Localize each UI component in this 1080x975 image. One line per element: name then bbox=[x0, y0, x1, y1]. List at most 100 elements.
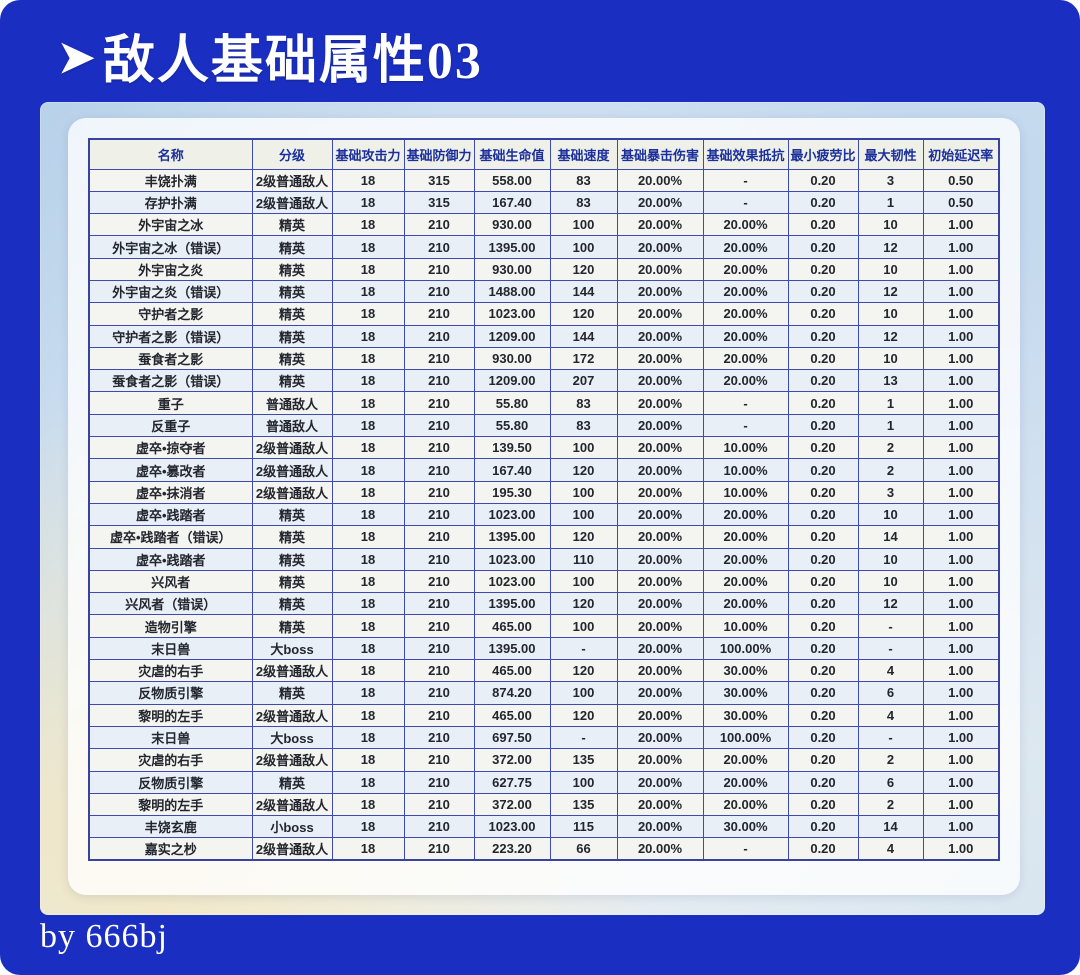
table-cell: 1.00 bbox=[922, 636, 1000, 661]
table-cell: 83 bbox=[549, 391, 618, 415]
table-cell: 18 bbox=[331, 748, 405, 772]
table-cell: 20.00% bbox=[616, 770, 704, 794]
table-cell: 1.00 bbox=[922, 413, 1000, 438]
table-cell: 0.20 bbox=[787, 436, 859, 460]
table-cell: 精英 bbox=[251, 547, 333, 571]
table-cell: 210 bbox=[403, 569, 475, 594]
column-header: 最小疲劳比 bbox=[787, 138, 859, 170]
table-cell: 210 bbox=[403, 391, 475, 415]
table-cell: 2 bbox=[857, 436, 924, 460]
table-cell: 100 bbox=[549, 681, 618, 705]
table-cell: 55.80 bbox=[473, 413, 551, 438]
table-cell: 14 bbox=[857, 815, 924, 839]
table-cell: 2级普通敌人 bbox=[251, 480, 333, 504]
table-row: 守护者之影 精英 18 210 1023.00 120 20.00% 20.00% 0.20 10… bbox=[88, 302, 1000, 326]
enemy-name-cell: 外宇宙之冰（错误） bbox=[88, 235, 253, 259]
table-cell: 1.00 bbox=[922, 458, 1000, 482]
table-cell: 精英 bbox=[251, 346, 333, 371]
table-cell: 18 bbox=[331, 659, 405, 683]
table-cell: 120 bbox=[549, 458, 618, 482]
table-cell: 1.00 bbox=[922, 614, 1000, 638]
table-cell: 20.00% bbox=[616, 391, 704, 415]
table-cell: 普通敌人 bbox=[251, 391, 333, 415]
enemy-name-cell: 蚕食者之影（错误） bbox=[88, 369, 253, 393]
page-title: ➤ 敌人基础属性03 bbox=[58, 20, 483, 90]
table-cell: 139.50 bbox=[473, 436, 551, 460]
table-cell: 20.00% bbox=[616, 346, 704, 371]
table-cell: 55.80 bbox=[473, 391, 551, 415]
table-cell: 12 bbox=[857, 324, 924, 348]
table-cell: 普通敌人 bbox=[251, 413, 333, 438]
table-cell: 1.00 bbox=[922, 391, 1000, 415]
enemy-attributes-table: 名称 分级 基础攻击力 基础防御力 基础生命值 基础速度 基础暴击伤害 基础效果抵抗 最小疲劳比… bbox=[88, 138, 1000, 862]
table-cell: 12 bbox=[857, 235, 924, 259]
enemy-name-cell: 丰饶扑满 bbox=[88, 168, 253, 192]
table-cell: 2级普通敌人 bbox=[251, 748, 333, 772]
table-cell: 3 bbox=[857, 168, 924, 192]
table-cell: 20.00% bbox=[616, 413, 704, 438]
table-cell: 120 bbox=[549, 302, 618, 326]
table-cell: 20.00% bbox=[702, 770, 789, 794]
enemy-name-cell: 外宇宙之冰 bbox=[88, 213, 253, 237]
table-cell: 210 bbox=[403, 837, 475, 861]
column-header: 基础防御力 bbox=[403, 138, 475, 170]
table-cell: - bbox=[857, 636, 924, 661]
table-row: 虚卒•践踏者 精英 18 210 1023.00 110 20.00% 20.00% 0.20 1… bbox=[88, 547, 1000, 571]
table-cell: 20.00% bbox=[702, 525, 789, 549]
table-cell: 1023.00 bbox=[473, 815, 551, 839]
table-row: 丰饶扑满 2级普通敌人 18 315 558.00 83 20.00% -0.20 3 0.50 bbox=[88, 168, 1000, 192]
table-cell: 627.75 bbox=[473, 770, 551, 794]
table-cell: 20.00% bbox=[702, 324, 789, 348]
table-cell: 0.20 bbox=[787, 614, 859, 638]
table-cell: - bbox=[702, 837, 789, 861]
table-cell: 10 bbox=[857, 302, 924, 326]
table-cell: 0.20 bbox=[787, 502, 859, 527]
table-cell: 195.30 bbox=[473, 480, 551, 504]
table-cell: 20.00% bbox=[616, 592, 704, 616]
table-cell: 13 bbox=[857, 369, 924, 393]
table-row: 外宇宙之冰（错误） 精英 18 210 1395.00 100 20.00% 20.00% 0.… bbox=[88, 235, 1000, 259]
table-cell: 20.00% bbox=[702, 213, 789, 237]
table-cell: 18 bbox=[331, 302, 405, 326]
column-header: 基础速度 bbox=[549, 138, 618, 170]
table-cell: 20.00% bbox=[702, 369, 789, 393]
table-row: 兴风者 精英 18 210 1023.00 100 20.00% 20.00% 0.20 10 1.… bbox=[88, 569, 1000, 594]
table-cell: 2 bbox=[857, 792, 924, 817]
table-cell: 0.20 bbox=[787, 770, 859, 794]
table-cell: 20.00% bbox=[616, 636, 704, 661]
table-cell: 18 bbox=[331, 725, 405, 750]
table-cell: - bbox=[549, 725, 618, 750]
arrow-icon: ➤ bbox=[58, 32, 97, 82]
table-cell: 172 bbox=[549, 346, 618, 371]
table-cell: 100 bbox=[549, 480, 618, 504]
table-cell: 30.00% bbox=[702, 815, 789, 839]
table-cell: 83 bbox=[549, 413, 618, 438]
table-cell: 1.00 bbox=[922, 569, 1000, 594]
table-cell: 1.00 bbox=[922, 748, 1000, 772]
enemy-name-cell: 灾虐的右手 bbox=[88, 748, 253, 772]
enemy-name-cell: 外宇宙之炎（错误） bbox=[88, 279, 253, 304]
table-cell: 315 bbox=[403, 190, 475, 215]
table-cell: 100 bbox=[549, 569, 618, 594]
table-cell: 20.00% bbox=[702, 346, 789, 371]
table-cell: 930.00 bbox=[473, 213, 551, 237]
table-cell: 20.00% bbox=[616, 502, 704, 527]
table-cell: 大boss bbox=[251, 636, 333, 661]
table-cell: 115 bbox=[549, 815, 618, 839]
table-cell: 20.00% bbox=[616, 837, 704, 861]
table-cell: 110 bbox=[549, 547, 618, 571]
table-cell: 0.20 bbox=[787, 748, 859, 772]
enemy-name-cell: 外宇宙之炎 bbox=[88, 257, 253, 281]
table-cell: 210 bbox=[403, 636, 475, 661]
table-cell: 210 bbox=[403, 302, 475, 326]
table-cell: 465.00 bbox=[473, 703, 551, 727]
table-cell: 1.00 bbox=[922, 279, 1000, 304]
table-cell: 1.00 bbox=[922, 592, 1000, 616]
table-row: 外宇宙之炎 精英 18 210 930.00 120 20.00% 20.00% 0.20 10 1… bbox=[88, 257, 1000, 281]
table-cell: 20.00% bbox=[702, 302, 789, 326]
table-cell: 100 bbox=[549, 502, 618, 527]
table-cell: 10.00% bbox=[702, 480, 789, 504]
table-row: 虚卒•践踏者 精英 18 210 1023.00 100 20.00% 20.00% 0.20 1… bbox=[88, 502, 1000, 527]
table-cell: 0.20 bbox=[787, 725, 859, 750]
table-cell: 精英 bbox=[251, 302, 333, 326]
